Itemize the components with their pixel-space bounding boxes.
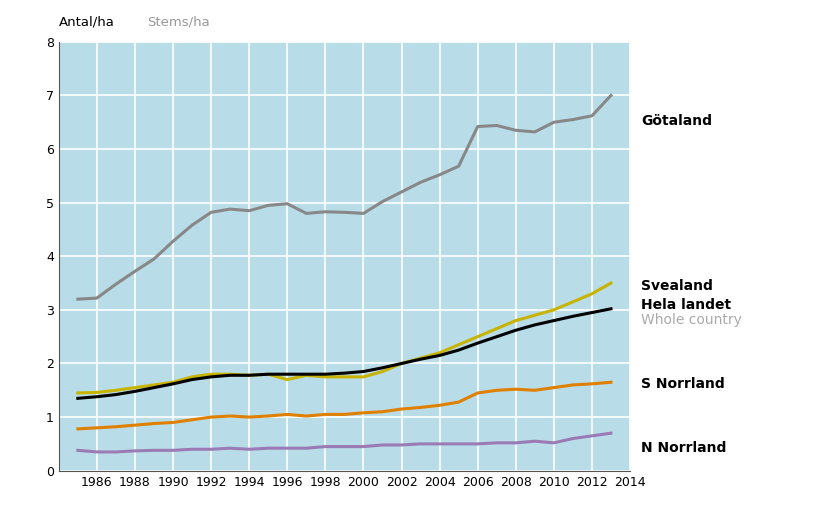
Text: Hela landet: Hela landet [642,298,732,312]
Text: Stems/ha: Stems/ha [147,16,210,29]
Text: S Norrland: S Norrland [642,377,725,391]
Text: Svealand: Svealand [642,279,713,293]
Text: Whole country: Whole country [642,313,743,326]
Text: Antal/ha: Antal/ha [59,16,115,29]
Text: Götaland: Götaland [642,114,712,128]
Text: N Norrland: N Norrland [642,441,727,455]
